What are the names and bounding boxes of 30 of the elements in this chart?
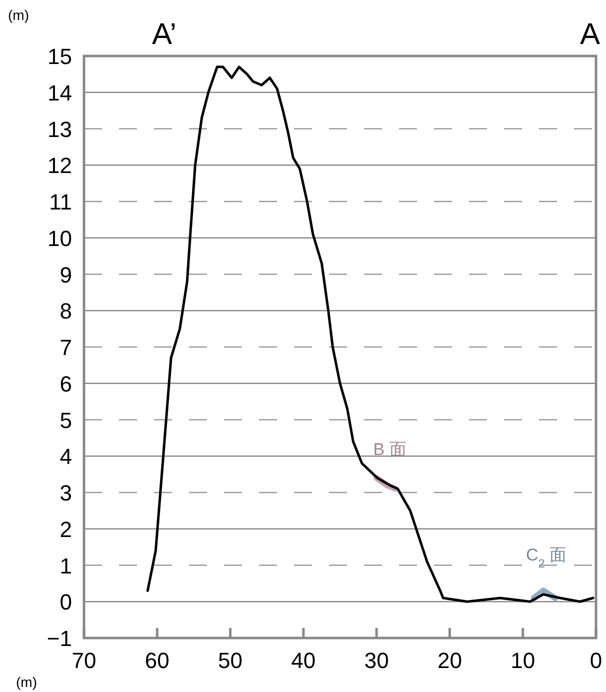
x-tick-label: 70 — [72, 648, 96, 673]
y-tick-label: 4 — [60, 444, 72, 470]
text: A’ — [152, 18, 176, 51]
text: A — [580, 18, 600, 51]
x-tick-label: 10 — [510, 648, 536, 673]
y-tick-label: 15 — [48, 44, 72, 69]
y-tick-label: 12 — [48, 153, 72, 178]
y-tick-label: 13 — [48, 116, 72, 142]
y-tick-label: 14 — [48, 80, 72, 106]
y-tick-label: 1 — [60, 553, 72, 578]
y-axis-title: (m) — [8, 7, 29, 23]
y-tick-label: 0 — [60, 590, 72, 615]
x-tick-label: 0 — [590, 648, 602, 673]
y-tick-label: 7 — [60, 335, 72, 360]
x-tick-label: 60 — [144, 648, 170, 673]
y-tick-label: 9 — [60, 262, 72, 288]
annotation: B 面 — [373, 440, 406, 460]
x-tick-label: 20 — [437, 648, 462, 673]
x-tick-label: 50 — [218, 648, 243, 673]
x-tick-label: 40 — [291, 648, 316, 673]
y-tick-label: −1 — [46, 626, 72, 651]
y-tick-label: 2 — [60, 516, 72, 542]
y-tick-label: 5 — [60, 408, 72, 433]
y-tick-label: 3 — [60, 480, 72, 506]
y-tick-label: 8 — [60, 298, 72, 324]
y-tick-label: 11 — [49, 190, 72, 214]
y-tick-label: 10 — [48, 226, 72, 251]
x-tick-label: 30 — [364, 648, 389, 673]
y-tick-label: 6 — [60, 371, 72, 396]
x-axis-title: (m) — [16, 674, 37, 690]
